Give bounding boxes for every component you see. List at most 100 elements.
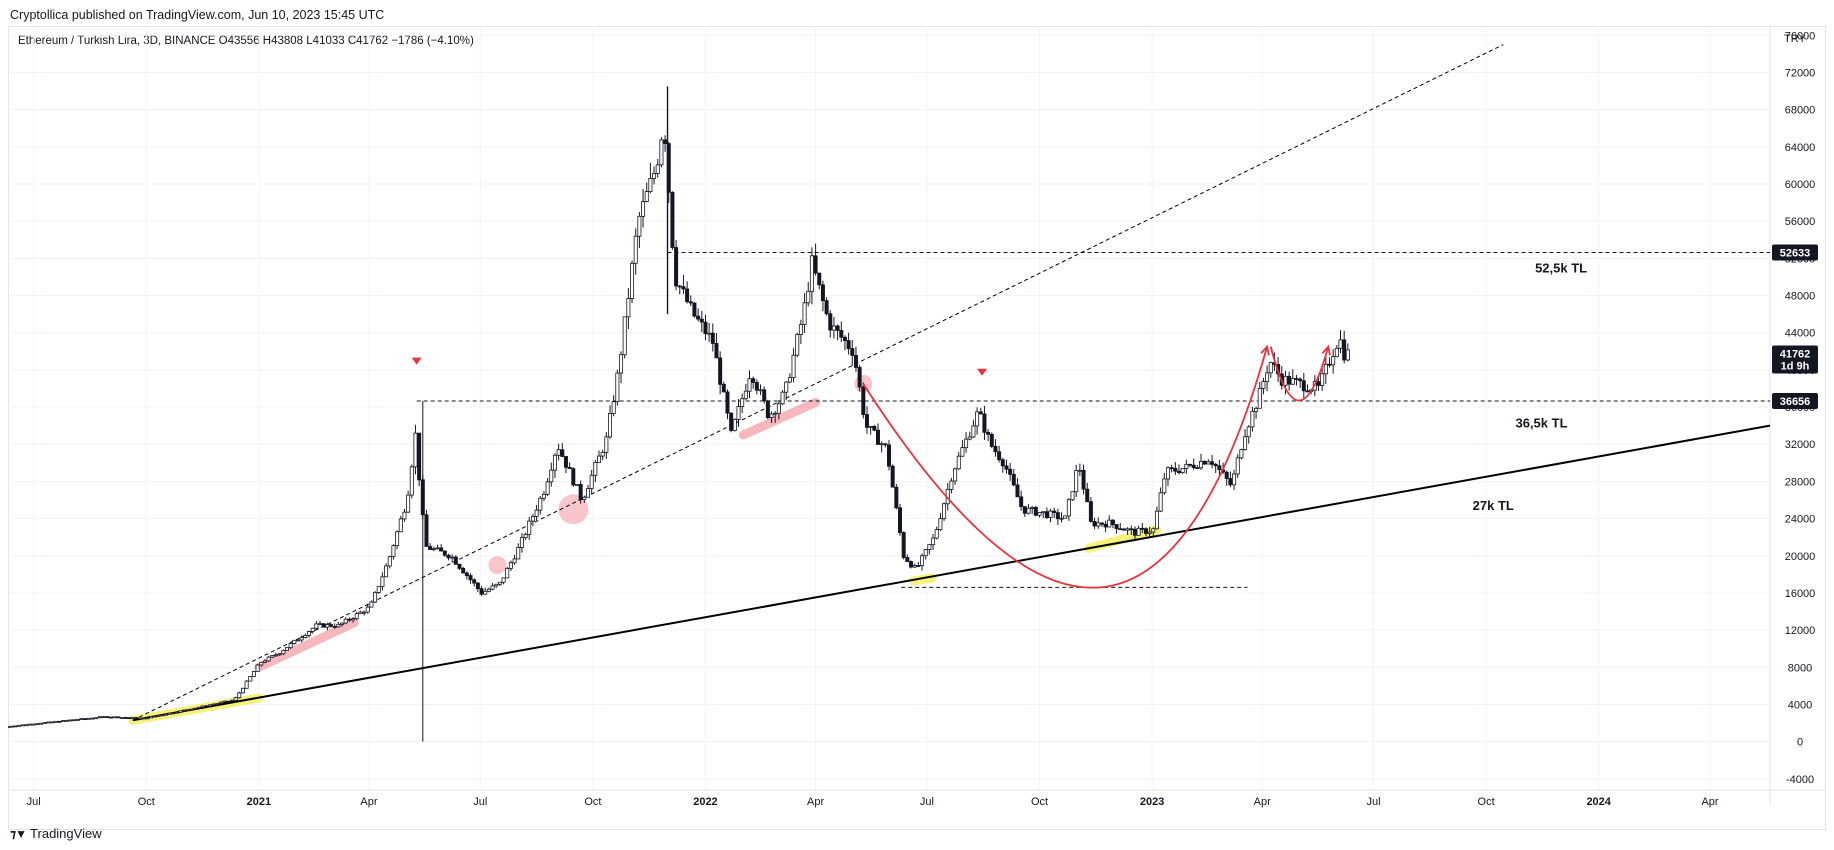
candle-body [578, 484, 583, 500]
candle-body [24, 724, 29, 727]
candle-body [277, 653, 282, 656]
candle-body [1099, 522, 1104, 525]
candle-body [732, 419, 737, 431]
candle-body [259, 661, 264, 666]
candle-body [284, 647, 289, 651]
candle-body [953, 468, 958, 482]
candle-body [68, 719, 73, 722]
candle-body [563, 456, 568, 468]
candle-body [1147, 531, 1152, 534]
candle-body [604, 436, 609, 453]
candle-body [475, 582, 480, 590]
candle-body [292, 639, 297, 644]
candle-body [325, 624, 330, 628]
candle-body [813, 255, 818, 274]
candle-body [791, 354, 796, 379]
candle-body [435, 547, 440, 550]
candle-body [1265, 372, 1270, 382]
candle-body [655, 164, 660, 174]
candle-body [1048, 510, 1053, 518]
candle-body [729, 412, 734, 431]
candle-body [1202, 460, 1207, 465]
candle-body [1052, 510, 1057, 513]
candle-body [138, 717, 143, 720]
candle-body [1301, 380, 1306, 392]
price-badge [1772, 392, 1818, 409]
candle-body [1316, 381, 1321, 386]
candle-body [340, 622, 345, 625]
candle-body [725, 391, 730, 414]
candle-body [1129, 528, 1134, 531]
candle-body [229, 699, 234, 702]
footer[interactable]: ⁊▼ TradingView [10, 826, 102, 841]
candle-body [149, 716, 154, 719]
candle-body [237, 692, 242, 699]
candle-body [626, 298, 631, 318]
plot-area: 52,5k TL 36,5k TL 27k TL [8, 44, 1770, 742]
candle-body [79, 718, 84, 721]
candle-body [303, 634, 308, 639]
candle-body [240, 687, 245, 694]
handle-arc [1269, 346, 1330, 402]
candle-body [1019, 496, 1024, 507]
candle-body [527, 520, 532, 535]
highlight-stroke [738, 397, 821, 440]
candle-body [90, 717, 95, 720]
candle-body [251, 671, 256, 677]
candle-body [266, 656, 271, 662]
candle-body [1239, 449, 1244, 459]
x-tick-label: Apr [360, 796, 377, 808]
candle-body [674, 247, 679, 287]
candle-body [1151, 528, 1156, 533]
candle-body [391, 545, 396, 558]
candle-body [362, 611, 367, 614]
candle-body [549, 469, 554, 483]
candle-body [1107, 519, 1112, 528]
candle-body [1228, 478, 1233, 486]
candle-body [1121, 528, 1126, 531]
candle-body [597, 455, 602, 463]
candle-body [1070, 491, 1075, 501]
symbol-info[interactable]: Ethereum / Turkish Lira, 3D, BINANCE O43… [18, 35, 474, 47]
candle-body [1055, 512, 1060, 520]
candle-body [442, 550, 447, 556]
x-tick-label: 2023 [1140, 796, 1164, 808]
candle-body [1096, 522, 1101, 527]
candle-body [747, 378, 752, 392]
x-tick-label: Apr [1254, 796, 1271, 808]
candle-body [244, 680, 249, 689]
candle-body [46, 721, 51, 724]
candle-body [868, 426, 873, 428]
candle-body [615, 372, 620, 403]
candle-body [1063, 515, 1068, 519]
candle-body [839, 330, 844, 338]
candle-body [986, 431, 991, 435]
candle-body [828, 313, 833, 331]
candle-body [795, 334, 800, 356]
candle-body [446, 554, 451, 559]
candle-body [1118, 528, 1123, 531]
price-badge [1772, 244, 1818, 261]
x-tick-label: Oct [138, 796, 155, 808]
candle-body [215, 703, 220, 705]
candle-body [461, 567, 466, 574]
candle-body [156, 714, 161, 717]
highlight-stroke [908, 573, 937, 586]
candle-body [710, 332, 715, 344]
candle-body [1224, 471, 1229, 479]
candle-body [857, 367, 862, 388]
candle-body [1030, 507, 1035, 509]
candle-body [299, 637, 304, 641]
highlight-dot [488, 556, 507, 575]
candle-body [387, 556, 392, 567]
candle-body [934, 529, 939, 539]
candle-body [321, 623, 326, 628]
candle-body [50, 721, 55, 724]
candle-body [318, 623, 323, 626]
candle-body [831, 325, 836, 331]
candle-body [1331, 356, 1336, 366]
candle-body [787, 377, 792, 383]
candle-body [916, 565, 921, 567]
candle-body [1243, 436, 1248, 450]
